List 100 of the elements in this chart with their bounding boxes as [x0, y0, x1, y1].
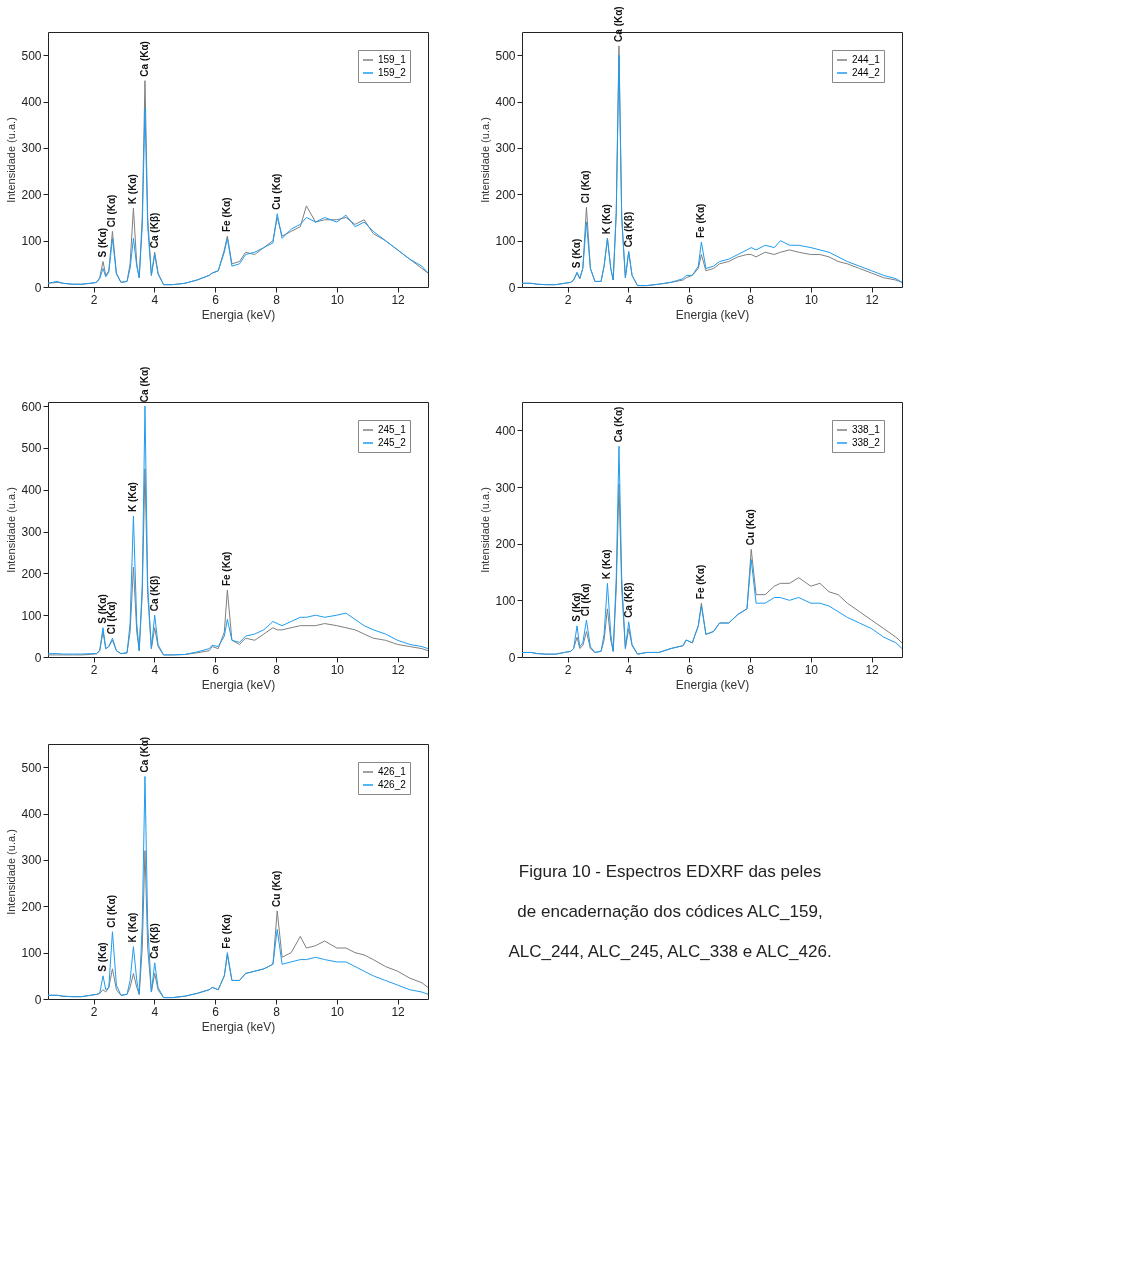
y-tick-label: 400: [495, 423, 516, 438]
annotation: Fe (Kα): [221, 197, 233, 232]
y-tick-label: 400: [21, 807, 42, 822]
x-tick-label: 12: [865, 292, 880, 307]
x-tick-label: 10: [804, 292, 819, 307]
annotation: Ca (Kβ): [148, 923, 160, 959]
x-tick-label: 2: [90, 292, 98, 307]
x-tick-label: 4: [625, 662, 633, 677]
x-tick-label: 6: [212, 662, 220, 677]
annotation: Cu (Kα): [271, 870, 283, 907]
annotation: S (Kα): [97, 942, 109, 972]
annotation: S (Kα): [571, 238, 583, 269]
annotation: K (Kα): [601, 204, 613, 235]
y-tick-label: 300: [21, 525, 42, 540]
y-tick-label: 500: [21, 760, 42, 775]
y-tick-label: 400: [495, 95, 516, 110]
annotation: Ca (Kα): [138, 41, 150, 77]
x-axis-title: Energia (keV): [675, 677, 750, 692]
y-axis-title: Intensidade (u.a.): [5, 487, 18, 573]
y-tick-label: 0: [508, 650, 516, 665]
y-tick-label: 500: [495, 48, 516, 63]
annotation: Cu (Kα): [745, 509, 757, 546]
y-tick-label: 300: [495, 480, 516, 495]
x-tick-label: 12: [391, 1004, 406, 1019]
annotation: Fe (Kα): [695, 564, 707, 600]
annotation: Ca (Kβ): [148, 575, 160, 612]
x-tick-label: 4: [151, 662, 159, 677]
x-tick-label: 4: [151, 292, 159, 307]
legend-label: 159_2: [378, 67, 407, 78]
legend-label: 244_1: [852, 54, 881, 65]
x-tick-label: 12: [391, 662, 406, 677]
legend-label: 426_2: [378, 779, 407, 790]
y-tick-label: 100: [495, 234, 516, 249]
x-tick-label: 2: [90, 662, 98, 677]
annotation: K (Kα): [127, 912, 139, 943]
annotation: Ca (Kα): [612, 406, 624, 443]
y-axis-title: Intensidade (u.a.): [479, 487, 492, 573]
y-tick-label: 200: [21, 187, 42, 202]
x-tick-label: 8: [273, 662, 281, 677]
y-axis-title: Intensidade (u.a.): [479, 117, 492, 203]
y-tick-label: 100: [21, 234, 42, 249]
y-tick-label: 0: [508, 280, 516, 295]
x-tick-label: 6: [212, 1004, 220, 1019]
annotation: Cl (Kα): [580, 583, 592, 617]
x-tick-label: 8: [273, 1004, 281, 1019]
annotation: Cl (Kα): [106, 601, 118, 635]
annotation: K (Kα): [127, 482, 139, 513]
legend-label: 426_1: [378, 766, 407, 777]
annotation: Ca (Kα): [612, 6, 624, 42]
annotation: Ca (Kβ): [622, 582, 634, 618]
legend-label: 338_1: [852, 424, 881, 435]
x-tick-label: 10: [804, 662, 819, 677]
y-tick-label: 0: [34, 992, 42, 1007]
annotation: Ca (Kβ): [148, 212, 160, 249]
x-tick-label: 6: [686, 292, 694, 307]
y-tick-label: 300: [21, 141, 42, 156]
text: Figura 10 - Espectros EDXRF das peles de encadernação dos códices ALC_159, ALC_244, ALC_245, ALC_338 e ALC_426.: [508, 861, 832, 961]
y-tick-label: 200: [21, 899, 42, 914]
y-tick-label: 200: [495, 537, 516, 552]
annotation: Cl (Kα): [106, 194, 118, 228]
y-tick-label: 300: [495, 141, 516, 156]
y-tick-label: 100: [495, 593, 516, 608]
legend-label: 244_2: [852, 67, 881, 78]
annotation: Cl (Kα): [580, 170, 592, 204]
x-tick-label: 2: [564, 292, 572, 307]
y-tick-label: 200: [495, 187, 516, 202]
x-axis-title: Energia (keV): [201, 1019, 276, 1034]
annotation: Cu (Kα): [271, 173, 283, 210]
legend-label: 245_1: [378, 424, 407, 435]
annotation: K (Kα): [127, 174, 139, 205]
x-tick-label: 2: [564, 662, 572, 677]
annotation: Ca (Kα): [138, 736, 150, 773]
y-tick-label: 500: [21, 48, 42, 63]
x-tick-label: 8: [747, 662, 755, 677]
annotation: Fe (Kα): [695, 203, 707, 239]
y-tick-label: 400: [21, 95, 42, 110]
y-tick-label: 600: [21, 399, 42, 414]
x-tick-label: 12: [391, 292, 406, 307]
x-tick-label: 6: [212, 292, 220, 307]
x-tick-label: 2: [90, 1004, 98, 1019]
y-tick-label: 0: [34, 280, 42, 295]
annotation: Ca (Kβ): [622, 211, 634, 248]
x-tick-label: 10: [330, 292, 345, 307]
annotation: K (Kα): [601, 549, 613, 580]
annotation: Ca (Kα): [138, 366, 150, 403]
legend-label: 338_2: [852, 437, 881, 448]
x-tick-label: 4: [625, 292, 633, 307]
legend-label: 245_2: [378, 437, 407, 448]
x-axis-title: Energia (keV): [201, 677, 276, 692]
y-axis-title: Intensidade (u.a.): [5, 829, 18, 915]
x-tick-label: 8: [747, 292, 755, 307]
x-tick-label: 12: [865, 662, 880, 677]
annotation: Cl (Kα): [106, 894, 118, 928]
y-axis-title: Intensidade (u.a.): [5, 117, 18, 203]
y-tick-label: 100: [21, 946, 42, 961]
x-tick-label: 8: [273, 292, 281, 307]
y-tick-label: 0: [34, 650, 42, 665]
y-tick-label: 200: [21, 566, 42, 581]
x-tick-label: 4: [151, 1004, 159, 1019]
legend-label: 159_1: [378, 54, 407, 65]
